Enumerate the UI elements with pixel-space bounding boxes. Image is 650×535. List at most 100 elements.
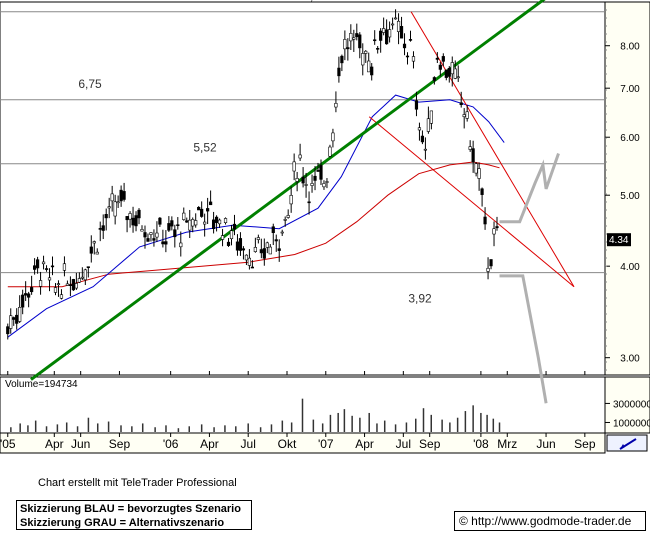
candle-body	[259, 249, 263, 254]
candle-body	[292, 161, 296, 172]
price-axis-panel	[604, 1, 650, 376]
candle-body	[441, 56, 445, 62]
candle-body	[364, 50, 368, 54]
candle-body	[376, 48, 380, 50]
candle-body	[355, 33, 359, 38]
candle-body	[104, 214, 108, 219]
x-tick-label: Okt	[278, 437, 297, 451]
candle-body	[385, 29, 389, 45]
candle-body	[298, 154, 302, 159]
candle-body	[283, 219, 287, 221]
y-tick-label: 8.00	[620, 42, 640, 53]
candle-body	[232, 223, 237, 230]
x-tick-label: Mrz	[497, 437, 517, 451]
candle-body	[95, 251, 99, 255]
candle-body	[235, 241, 240, 251]
candle-body	[188, 219, 192, 231]
stock-chart: 8,90 6,75 5,52 3,92 8.00 7.00 6.00 5.00 4.00 3.0…	[0, 0, 650, 454]
candle-body	[170, 220, 174, 227]
candle-body	[47, 277, 52, 281]
candle-body	[226, 241, 231, 246]
candle-body	[167, 223, 171, 231]
candle-body	[137, 209, 141, 219]
candle-body	[89, 246, 93, 254]
y-tick-label: 4.00	[620, 262, 640, 273]
candle-body	[277, 248, 281, 251]
candle-body	[209, 201, 213, 206]
candle-body	[229, 230, 234, 240]
main-plot-frame	[0, 1, 606, 376]
candle-body	[220, 235, 225, 240]
candle-body	[98, 228, 102, 230]
candle-body	[328, 146, 332, 157]
candle-body	[489, 259, 493, 267]
volume-tick-label: 1000000	[613, 418, 650, 429]
candle-body	[244, 254, 249, 261]
candle-body	[462, 114, 466, 118]
x-tick-label: Apr	[200, 437, 219, 451]
candle-body	[402, 43, 407, 49]
candle-body	[417, 127, 422, 131]
candle-body	[149, 232, 153, 235]
date-axis-panel	[0, 432, 606, 454]
candle-body	[203, 221, 207, 225]
x-tick-label: '08	[473, 437, 489, 451]
candle-body	[349, 33, 353, 42]
candle-body	[444, 69, 448, 78]
candle-body	[53, 287, 58, 293]
y-tick-label: 3.00	[620, 354, 640, 365]
candle-body	[322, 183, 326, 188]
candle-body	[334, 103, 338, 108]
level-label: 3,92	[408, 292, 432, 306]
x-tick-label: Jun	[71, 437, 90, 451]
candle-body	[423, 148, 428, 151]
settings-button[interactable]	[606, 434, 648, 452]
candle-body	[176, 224, 180, 227]
candle-body	[38, 280, 43, 287]
candle-body	[432, 77, 436, 81]
candle-body	[438, 64, 442, 70]
channel-line-upper	[410, 11, 575, 287]
candle-body	[250, 266, 254, 269]
candle-body	[426, 118, 430, 132]
candle-body	[343, 39, 347, 50]
candle-body	[399, 26, 404, 39]
scenario-preferred	[499, 153, 560, 224]
candle-body	[9, 315, 13, 329]
candle-body	[6, 326, 10, 335]
candle-body	[131, 217, 135, 226]
candle-body	[83, 269, 87, 281]
candle-body	[295, 178, 299, 182]
candle-body	[379, 30, 383, 41]
x-tick-label: Apr	[355, 437, 374, 451]
candle-body	[217, 219, 222, 225]
legend-grey: Skizzierung GRAU = Alternativszenario	[20, 517, 225, 529]
candle-body	[411, 56, 416, 62]
x-tick-label: '06	[163, 437, 179, 451]
candle-body	[140, 229, 144, 232]
candle-body	[480, 188, 484, 195]
candle-body	[86, 266, 90, 268]
candle-body	[238, 238, 243, 251]
candle-body	[352, 37, 356, 40]
candle-body	[396, 20, 401, 32]
pen-icon	[619, 438, 637, 450]
candle-body	[113, 201, 117, 217]
candle-body	[182, 212, 186, 220]
candle-body	[62, 263, 67, 271]
candle-body	[358, 34, 362, 49]
candle-body	[286, 215, 290, 218]
candle-body	[30, 287, 34, 293]
candle-body	[21, 294, 25, 308]
candle-body	[71, 279, 75, 291]
candle-body	[241, 248, 246, 251]
candle-body	[50, 265, 55, 268]
level-label: 6,75	[78, 77, 102, 91]
candle-body	[56, 283, 61, 285]
candle-body	[447, 68, 451, 77]
candle-body	[382, 28, 386, 33]
x-tick-label: Jun	[536, 437, 555, 451]
x-tick-label: '05	[0, 437, 16, 451]
candle-body	[492, 228, 496, 235]
website-link[interactable]: © http://www.godmode-trader.de	[454, 511, 646, 531]
